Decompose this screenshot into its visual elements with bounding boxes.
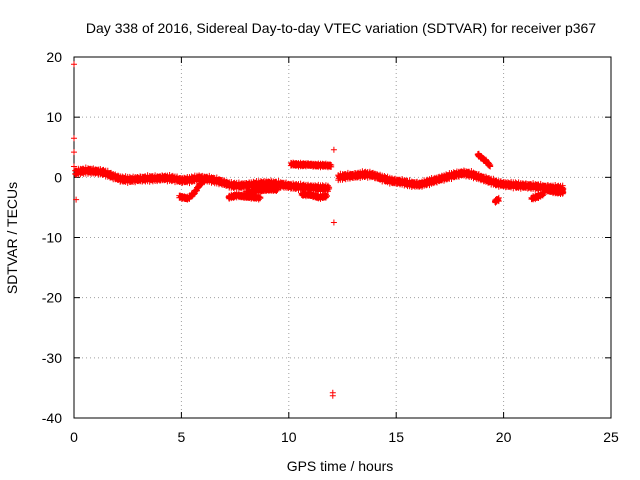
y-tick-label: 20 [46,49,62,65]
y-tick-label: -10 [42,230,62,246]
x-axis-label: GPS time / hours [287,458,394,474]
x-tick-label: 0 [70,429,78,445]
x-tick-label: 5 [178,429,186,445]
chart-title: Day 338 of 2016, Sidereal Day-to-day VTE… [86,20,596,36]
series-points [71,61,567,399]
y-tick-label: -40 [42,410,62,426]
x-tick-label: 10 [281,429,297,445]
x-tick-label: 25 [603,429,619,445]
x-tick-label: 20 [496,429,512,445]
y-tick-label: -20 [42,290,62,306]
y-tick-label: 10 [46,109,62,125]
data-points [71,61,567,399]
x-tick-label: 15 [388,429,404,445]
y-tick-label: -30 [42,350,62,366]
axis-ticks: 0 5 10 15 20 25 -40 -30 -20 -10 0 10 20 [42,49,619,445]
grid [74,57,611,418]
y-axis-label: SDTVAR / TECUs [4,182,20,294]
y-tick-label: 0 [54,169,62,185]
